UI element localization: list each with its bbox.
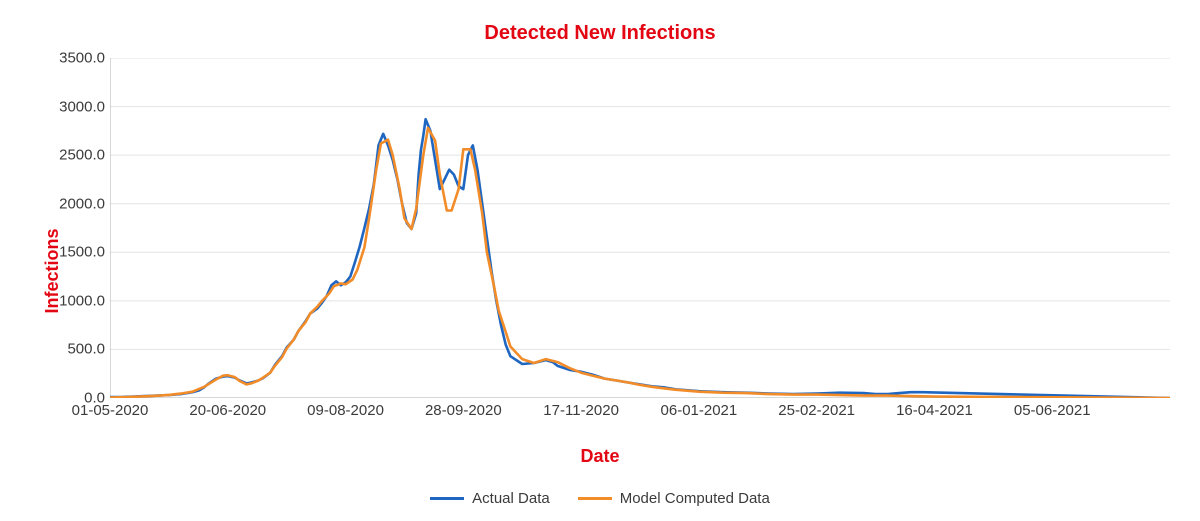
x-tick-label: 17-11-2020 [543, 402, 619, 419]
x-tick-label: 06-01-2021 [661, 402, 738, 419]
legend-line-swatch [430, 497, 464, 500]
x-axis-ticks: 01-05-202020-06-202009-08-202028-09-2020… [110, 402, 1170, 424]
y-tick-label: 2500.0 [59, 147, 105, 164]
series-line [110, 128, 1170, 398]
chart-container: Detected New Infections Infections 0.050… [0, 0, 1200, 521]
x-tick-label: 20-06-2020 [189, 402, 266, 419]
y-tick-label: 500.0 [67, 341, 105, 358]
x-tick-label: 01-05-2020 [72, 402, 149, 419]
y-tick-label: 3000.0 [59, 98, 105, 115]
y-tick-label: 1500.0 [59, 244, 105, 261]
series-line [110, 119, 1170, 398]
legend: Actual Data Model Computed Data [0, 487, 1200, 507]
legend-item: Model Computed Data [578, 490, 770, 507]
legend-label: Actual Data [472, 490, 550, 507]
x-tick-label: 05-06-2021 [1014, 402, 1091, 419]
x-tick-label: 16-04-2021 [896, 402, 973, 419]
x-axis-label: Date [0, 446, 1200, 467]
legend-item: Actual Data [430, 490, 550, 507]
y-tick-label: 2000.0 [59, 195, 105, 212]
legend-line-swatch [578, 497, 612, 500]
series-group [110, 119, 1170, 398]
plot-svg [110, 58, 1170, 398]
chart-title: Detected New Infections [0, 22, 1200, 45]
plot-area [110, 58, 1170, 398]
y-tick-label: 1000.0 [59, 292, 105, 309]
x-tick-label: 09-08-2020 [307, 402, 384, 419]
y-axis-ticks: 0.0500.01000.01500.02000.02500.03000.035… [0, 58, 105, 398]
grid-group [110, 58, 1170, 349]
legend-label: Model Computed Data [620, 490, 770, 507]
x-tick-label: 28-09-2020 [425, 402, 502, 419]
y-tick-label: 3500.0 [59, 50, 105, 67]
x-tick-label: 25-02-2021 [778, 402, 855, 419]
